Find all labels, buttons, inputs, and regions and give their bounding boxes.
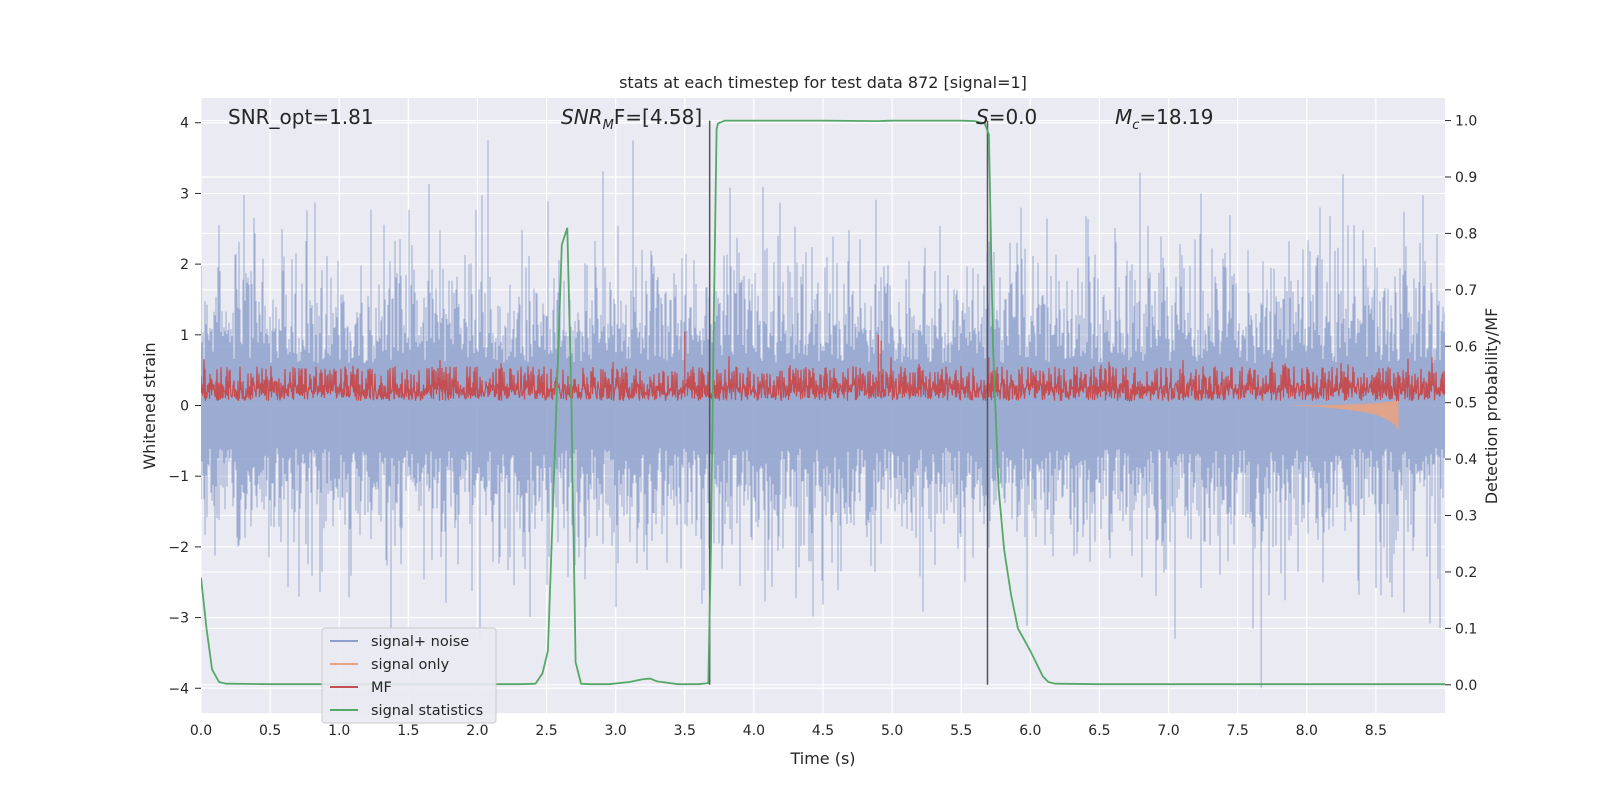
x-axis-label: Time (s) — [789, 749, 855, 768]
x-tick-label: 0.0 — [190, 723, 212, 739]
annotation-snr-mf-rest: F=[4.58] — [614, 105, 702, 129]
x-tick-label: 5.0 — [881, 723, 903, 739]
y-left-tick-label: 4 — [180, 116, 189, 132]
y-right-tick-label: 0.8 — [1455, 226, 1477, 242]
x-tick-label: 6.5 — [1088, 723, 1110, 739]
x-tick-label: 6.0 — [1019, 723, 1041, 739]
series-mf-line — [201, 331, 1445, 403]
legend-label-signal-statistics: signal statistics — [371, 703, 483, 719]
annotation-snr-mf-main: SNR — [561, 105, 603, 129]
x-tick-label: 7.5 — [1227, 723, 1249, 739]
x-tick-label: 3.5 — [674, 723, 696, 739]
annotation-mc-sub: c — [1132, 118, 1139, 133]
annotation-mc: Mc=18.19 — [1115, 105, 1213, 133]
y-left-tick-label: −3 — [168, 611, 189, 627]
annotation-snr-mf-sub: M — [603, 118, 614, 133]
annotation-snr-opt: SNR_opt=1.81 — [228, 105, 374, 129]
y-right-tick-label: 0.7 — [1455, 283, 1477, 299]
y-right-tick-label: 0.9 — [1455, 170, 1477, 186]
annotation-s-rest: =0.0 — [989, 105, 1038, 129]
legend-label-signal-only: signal only — [371, 657, 450, 673]
annotation-mc-main: M — [1115, 105, 1132, 129]
y-axis-right-ticks: 1.0 0.9 0.8 0.7 0.6 0.5 0.4 0.3 0.2 0.1 0.0 — [1445, 114, 1477, 694]
y-axis-left-ticks: 4 3 2 1 0 −1 −2 −3 −4 — [168, 116, 201, 697]
x-tick-label: 5.5 — [950, 723, 972, 739]
y-axis-right-label: Detection probability/MF — [1482, 308, 1501, 505]
x-tick-label: 0.5 — [259, 723, 281, 739]
series-signal-statistics-line — [201, 119, 1445, 686]
x-tick-label: 3.0 — [605, 723, 627, 739]
legend-box — [321, 627, 497, 724]
legend: signal+ noise signal only MF signal stat… — [321, 627, 497, 724]
x-tick-label: 4.0 — [743, 723, 765, 739]
annotation-snr-mf: SNRMF=[4.58] — [561, 105, 702, 133]
y-right-tick-label: 0.2 — [1455, 565, 1477, 581]
y-left-tick-label: 3 — [180, 186, 189, 202]
y-left-tick-label: −4 — [168, 681, 189, 697]
annotation-mc-rest: =18.19 — [1139, 105, 1213, 129]
x-tick-label: 8.0 — [1296, 723, 1318, 739]
x-tick-label: 7.0 — [1157, 723, 1179, 739]
y-axis-left-label: Whitened strain — [140, 342, 159, 469]
x-tick-label: 8.5 — [1365, 723, 1387, 739]
y-right-tick-label: 0.0 — [1455, 678, 1477, 694]
x-axis-ticks: 0.0 0.5 1.0 1.5 2.0 2.5 3.0 3.5 4.0 4.5 5.0 5.5 6.0 6… — [190, 723, 1387, 739]
x-tick-label: 1.5 — [397, 723, 419, 739]
y-left-tick-label: −2 — [168, 540, 189, 556]
y-left-tick-label: −1 — [168, 469, 189, 485]
x-tick-label: 4.5 — [812, 723, 834, 739]
y-left-tick-label: 2 — [180, 257, 189, 273]
y-left-tick-label: 0 — [180, 399, 189, 415]
annotation-s: S=0.0 — [976, 105, 1037, 129]
annotation-s-main: S — [976, 105, 989, 129]
y-right-tick-label: 1.0 — [1455, 114, 1477, 130]
y-right-tick-label: 0.6 — [1455, 339, 1477, 355]
y-right-tick-label: 0.3 — [1455, 509, 1477, 525]
legend-label-mf: MF — [371, 680, 392, 696]
y-right-tick-label: 0.1 — [1455, 621, 1477, 637]
x-tick-label: 2.5 — [535, 723, 557, 739]
chart-title: stats at each timestep for test data 872… — [619, 73, 1027, 92]
x-tick-label: 1.0 — [328, 723, 350, 739]
y-right-tick-label: 0.4 — [1455, 452, 1477, 468]
series-signal-only-line — [1292, 399, 1399, 431]
y-right-tick-label: 0.5 — [1455, 396, 1477, 412]
y-left-tick-label: 1 — [180, 328, 189, 344]
x-tick-label: 2.0 — [466, 723, 488, 739]
legend-label-signal-noise: signal+ noise — [371, 634, 469, 650]
